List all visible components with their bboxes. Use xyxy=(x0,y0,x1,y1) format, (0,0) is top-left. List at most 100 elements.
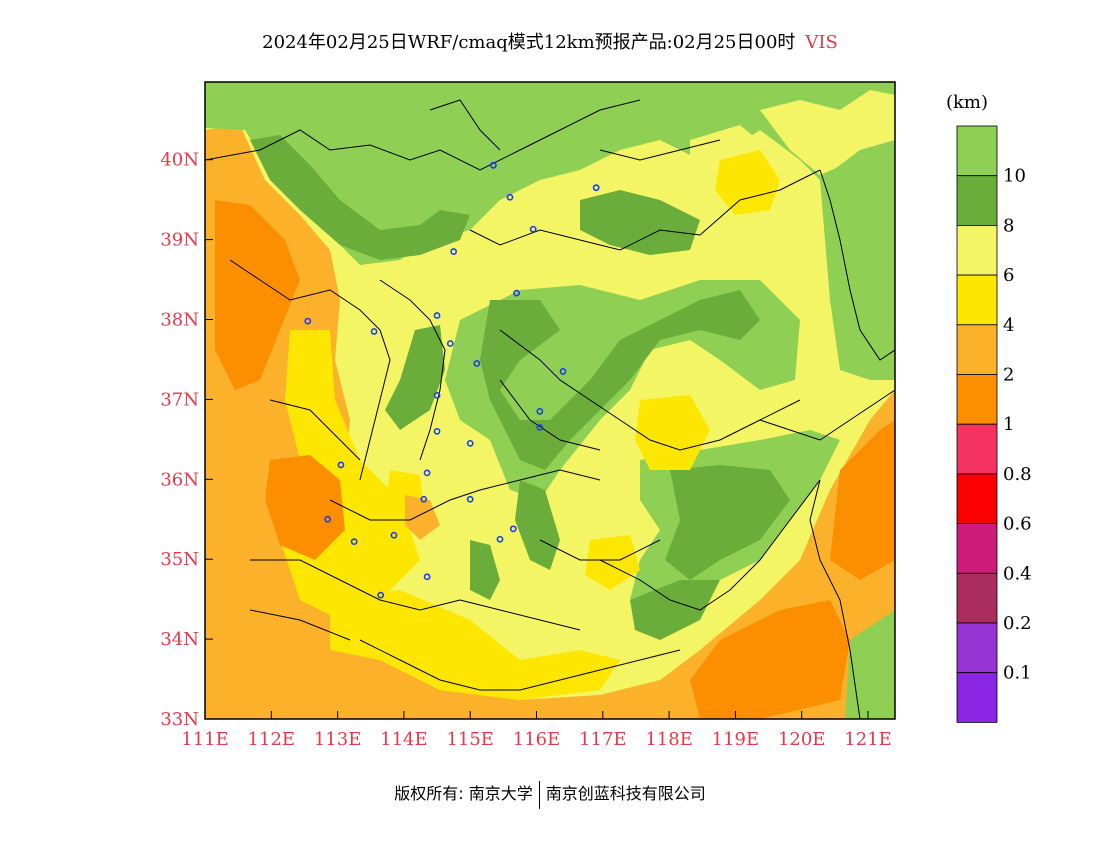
colorbar-label: 8 xyxy=(1003,215,1014,236)
boundary-county-c xyxy=(269,399,361,461)
map-frame xyxy=(204,81,896,720)
field-west-orange-3 xyxy=(228,290,270,355)
colorbar-segment xyxy=(956,125,998,177)
field-west-orange-2 xyxy=(265,455,345,560)
station-markers xyxy=(304,161,600,599)
station-marker xyxy=(536,407,544,415)
field-south-yellow xyxy=(330,590,620,700)
lon-tick-label: 112E xyxy=(248,729,296,750)
colorbar-segment xyxy=(956,324,998,375)
station-marker xyxy=(466,439,474,447)
station-marker xyxy=(420,495,428,503)
colorbar-segment xyxy=(956,175,998,226)
boundary-inner-mongolia xyxy=(205,99,641,171)
station-marker xyxy=(450,248,458,255)
lat-tick-label: 34N xyxy=(160,629,199,650)
field-east-green xyxy=(820,140,895,380)
field-north-dark-green xyxy=(250,135,470,260)
lon-tick-label: 115E xyxy=(446,729,494,750)
lon-tick-label: 121E xyxy=(844,729,892,750)
lat-tick-label: 35N xyxy=(160,549,199,570)
field-west-green-strip xyxy=(385,325,445,430)
station-marker xyxy=(513,289,521,297)
boundary-henan-north xyxy=(329,469,601,521)
lat-tick-label: 40N xyxy=(160,150,199,171)
field-center-orange xyxy=(405,495,440,540)
boundary-shandong-coast xyxy=(759,389,895,441)
lon-tick-label: 117E xyxy=(579,729,627,750)
lon-tick-label: 119E xyxy=(712,729,760,750)
boundary-county-a xyxy=(429,99,501,151)
field-center-yellow-2 xyxy=(585,535,640,590)
colorbar-label: 0.2 xyxy=(1003,613,1032,634)
lat-tick-label: 37N xyxy=(160,389,199,410)
field-se-green-strip xyxy=(630,580,720,640)
station-marker xyxy=(370,328,378,335)
colorbar-label: 1 xyxy=(1003,414,1014,435)
lon-tick-label: 120E xyxy=(778,729,826,750)
station-marker xyxy=(304,317,312,325)
station-marker xyxy=(390,531,398,539)
station-marker xyxy=(337,461,345,469)
boundary-coastline xyxy=(819,169,895,361)
chart-title: 2024年02月25日WRF/cmaq模式12km预报产品:02月25日00时 V… xyxy=(0,28,1100,54)
colorbar-segments xyxy=(956,125,998,723)
lon-tick-label: 116E xyxy=(513,729,561,750)
station-marker xyxy=(350,538,358,546)
copyright-line: 版权所有: 南京大学 南京创蓝科技有限公司 xyxy=(0,780,1100,809)
station-marker xyxy=(446,340,454,347)
field-se-orange xyxy=(830,420,895,580)
station-marker xyxy=(559,368,567,375)
colorbar-label: 6 xyxy=(1003,265,1014,286)
colorbar-label: 10 xyxy=(1003,166,1026,187)
lat-tick-label: 38N xyxy=(160,310,199,331)
boundary-hebei-north xyxy=(469,169,821,251)
colorbar-label: 0.4 xyxy=(1003,563,1032,584)
station-marker xyxy=(433,427,441,435)
colorbar-unit: (km) xyxy=(946,92,988,113)
boundary-taihang xyxy=(379,279,446,461)
latitude-ticks: 40N 39N 38N 37N 36N 35N 34N 33N xyxy=(160,150,213,730)
colorbar-segment xyxy=(956,572,998,624)
field-center-yellow xyxy=(635,395,710,470)
boundary-shanxi-west xyxy=(229,259,391,481)
station-marker xyxy=(423,469,431,477)
longitude-ticks: 111E 112E 113E 114E 115E 116E 117E 118E 119E 120E… xyxy=(181,711,892,750)
colorbar-segment xyxy=(956,523,998,574)
field-central-dark-green xyxy=(480,290,760,470)
colorbar: (km) 10 8 6 4 2 1 0.8 0.6 0.4 0.2 0.1 xyxy=(946,92,1032,723)
field-north-yellow-3 xyxy=(715,150,780,215)
copyright-right: 南京创蓝科技有限公司 xyxy=(545,784,706,803)
boundary-hebei-shandong xyxy=(499,329,801,451)
boundary-county-b xyxy=(599,139,721,161)
colorbar-label: 4 xyxy=(1003,315,1014,336)
station-marker xyxy=(536,423,544,431)
colorbar-segment xyxy=(956,672,998,723)
station-marker xyxy=(490,161,497,169)
station-marker xyxy=(433,312,441,319)
colorbar-segment xyxy=(956,473,998,524)
colorbar-label: 0.1 xyxy=(1003,663,1032,684)
field-east-green-2 xyxy=(845,610,895,719)
colorbar-segment xyxy=(956,622,998,674)
field-north-green xyxy=(205,82,895,265)
station-marker xyxy=(423,573,431,581)
field-south-green-strip xyxy=(515,480,560,570)
station-marker xyxy=(324,515,332,523)
station-marker xyxy=(473,360,481,367)
boundary-county-e xyxy=(539,539,661,561)
title-variable: VIS xyxy=(805,32,838,53)
field-south-orange-light xyxy=(205,390,895,719)
field-south-orange xyxy=(690,600,850,719)
boundary-jiangsu xyxy=(599,479,821,611)
field-central-green-north xyxy=(580,190,700,255)
station-marker xyxy=(496,535,504,543)
boundary-county-f xyxy=(249,609,351,641)
visibility-field xyxy=(205,82,895,719)
province-boundaries xyxy=(205,99,895,719)
station-marker xyxy=(506,193,514,201)
field-south-green-2 xyxy=(470,540,500,600)
boundary-jiangsu-coast xyxy=(809,479,861,719)
boundary-henan-south xyxy=(250,559,581,631)
